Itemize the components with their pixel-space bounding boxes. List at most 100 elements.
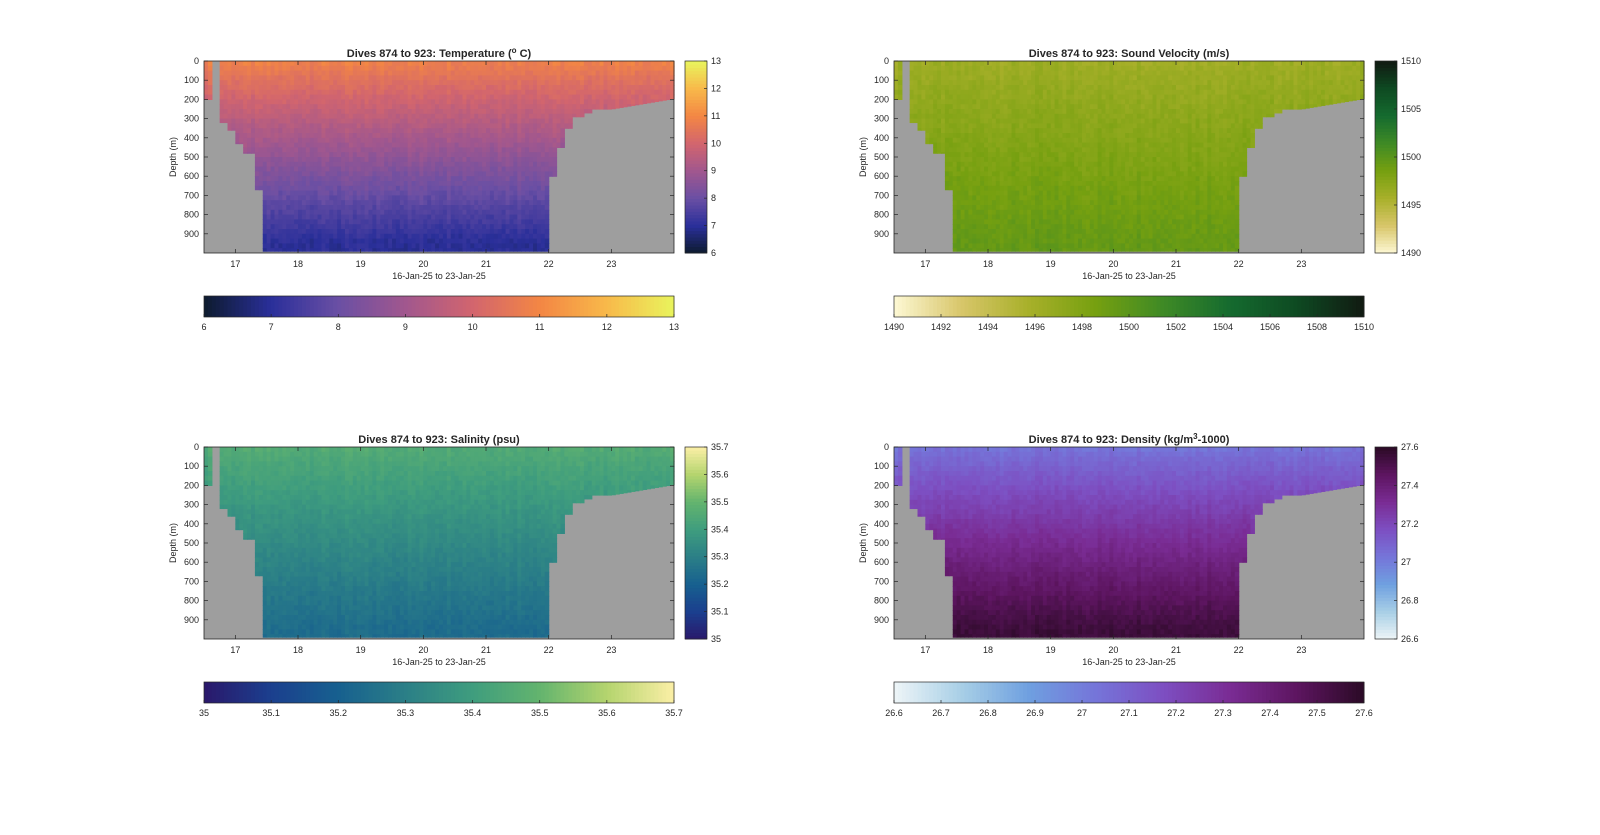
heatmap-cell	[466, 171, 471, 176]
heatmap-cell	[521, 80, 526, 85]
heatmap-cell	[290, 109, 295, 114]
heatmap-cell	[439, 205, 444, 210]
heatmap-cell	[392, 229, 397, 234]
heatmap-cell	[1043, 239, 1048, 244]
heatmap-cell	[466, 133, 471, 138]
heatmap-cell	[294, 143, 299, 148]
heatmap-cell	[494, 128, 499, 133]
heatmap-cell	[1039, 104, 1044, 109]
heatmap-cell	[1008, 234, 1013, 239]
heatmap-cell	[549, 171, 554, 176]
heatmap-cell	[263, 104, 268, 109]
heatmap-cell	[996, 85, 1001, 90]
heatmap-cell	[404, 248, 409, 251]
heatmap-cell	[968, 99, 973, 104]
heatmap-cell	[635, 75, 640, 80]
heatmap-cell	[408, 239, 413, 244]
heatmap-cell	[294, 147, 299, 152]
heatmap-cell	[517, 123, 522, 128]
heatmap-cell	[474, 75, 479, 80]
heatmap-cell	[278, 224, 283, 229]
heatmap-cell	[400, 191, 405, 196]
heatmap-cell	[224, 114, 229, 119]
heatmap-cell	[267, 248, 272, 251]
heatmap-cell	[513, 229, 518, 234]
heatmap-cell	[521, 224, 526, 229]
heatmap-cell	[1019, 248, 1024, 251]
heatmap-cell	[513, 66, 518, 71]
heatmap-cell	[447, 167, 452, 172]
heatmap-cell	[290, 133, 295, 138]
heatmap-cell	[337, 224, 342, 229]
heatmap-cell	[635, 71, 640, 76]
heatmap-cell	[894, 66, 899, 71]
heatmap-cell	[965, 239, 970, 244]
heatmap-cell	[513, 239, 518, 244]
heatmap-cell	[455, 239, 460, 244]
heatmap-cell	[376, 66, 381, 71]
heatmap-cell	[513, 152, 518, 157]
heatmap-cell	[419, 171, 424, 176]
heatmap-cell	[478, 215, 483, 220]
heatmap-cell	[1019, 80, 1024, 85]
heatmap-cell	[553, 71, 558, 76]
heatmap-cell	[607, 71, 612, 76]
heatmap-cell	[470, 186, 475, 191]
heatmap-cell	[325, 90, 330, 95]
heatmap-cell	[957, 186, 962, 191]
colorbar-segment	[251, 296, 255, 317]
heatmap-cell	[533, 195, 538, 200]
heatmap-cell	[510, 66, 515, 71]
heatmap-cell	[325, 243, 330, 248]
heatmap-cell	[333, 215, 338, 220]
heatmap-cell	[466, 104, 471, 109]
colorbar-segment	[369, 296, 373, 317]
heatmap-cell	[1031, 138, 1036, 143]
heatmap-cell	[341, 138, 346, 143]
heatmap-cell	[329, 205, 334, 210]
heatmap-cell	[961, 219, 966, 224]
heatmap-cell	[337, 152, 342, 157]
heatmap-cell	[251, 114, 256, 119]
heatmap-cell	[537, 243, 542, 248]
heatmap-cell	[243, 66, 248, 71]
heatmap-cell	[466, 191, 471, 196]
heatmap-cell	[529, 215, 534, 220]
heatmap-cell	[976, 234, 981, 239]
heatmap-cell	[490, 143, 495, 148]
heatmap-cell	[976, 152, 981, 157]
heatmap-cell	[490, 171, 495, 176]
heatmap-cell	[427, 239, 432, 244]
chart-title: Dives 874 to 923: Temperature (o C)	[347, 46, 532, 60]
heatmap-cell	[517, 239, 522, 244]
heatmap-cell	[498, 234, 503, 239]
heatmap-cell	[447, 95, 452, 100]
heatmap-cell	[525, 143, 530, 148]
heatmap-cell	[933, 99, 938, 104]
heatmap-cell	[494, 109, 499, 114]
heatmap-cell	[945, 114, 950, 119]
heatmap-cell	[459, 157, 464, 162]
heatmap-cell	[286, 123, 291, 128]
heatmap-cell	[965, 248, 970, 251]
heatmap-cell	[549, 85, 554, 90]
heatmap-cell	[365, 176, 370, 181]
heatmap-cell	[400, 176, 405, 181]
heatmap-cell	[357, 75, 362, 80]
heatmap-cell	[286, 119, 291, 124]
heatmap-cell	[510, 80, 515, 85]
heatmap-cell	[537, 176, 542, 181]
heatmap-cell	[294, 243, 299, 248]
heatmap-cell	[314, 104, 319, 109]
heatmap-cell	[545, 95, 550, 100]
heatmap-cell	[537, 90, 542, 95]
heatmap-cell	[455, 205, 460, 210]
heatmap-cell	[482, 186, 487, 191]
heatmap-cell	[513, 210, 518, 215]
heatmap-cell	[372, 200, 377, 205]
heatmap-cell	[286, 99, 291, 104]
heatmap-cell	[631, 85, 636, 90]
heatmap-cell	[1000, 75, 1005, 80]
heatmap-cell	[494, 71, 499, 76]
heatmap-cell	[235, 133, 240, 138]
